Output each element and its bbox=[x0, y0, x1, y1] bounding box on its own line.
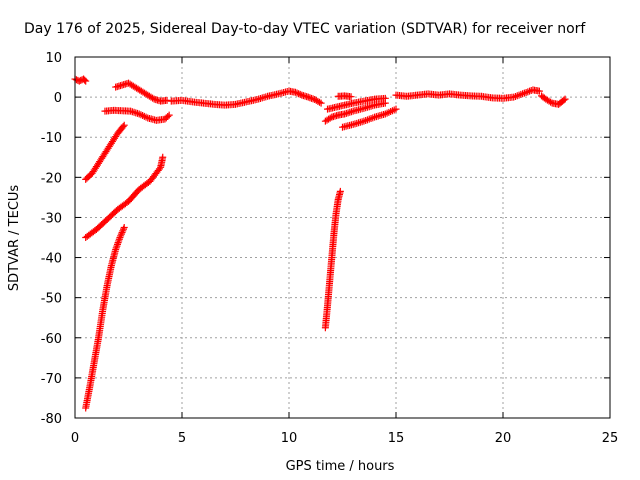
data-point bbox=[163, 96, 171, 104]
data-point bbox=[296, 90, 304, 98]
data-point bbox=[117, 232, 125, 240]
data-point bbox=[140, 112, 148, 120]
y-tick-label: 10 bbox=[45, 51, 62, 66]
y-tick-label: -30 bbox=[41, 211, 62, 226]
data-point bbox=[120, 121, 128, 129]
data-point bbox=[560, 96, 568, 104]
data-point bbox=[119, 227, 127, 235]
data-point bbox=[336, 187, 344, 195]
y-axis-label: SDTVAR / TECUs bbox=[7, 185, 22, 292]
data-point bbox=[381, 94, 389, 102]
data-point bbox=[164, 112, 172, 120]
data-point bbox=[309, 95, 317, 103]
data-point bbox=[114, 239, 122, 247]
data-point bbox=[113, 242, 121, 250]
data-point bbox=[295, 90, 303, 98]
data-point bbox=[561, 95, 569, 103]
x-tick-label: 5 bbox=[178, 431, 186, 446]
data-point bbox=[165, 111, 173, 119]
data-point bbox=[307, 94, 315, 102]
data-point bbox=[326, 114, 334, 122]
chart-title: Day 176 of 2025, Sidereal Day-to-day VTE… bbox=[24, 21, 586, 37]
y-tick-label: 0 bbox=[54, 91, 62, 106]
data-point bbox=[317, 99, 325, 107]
data-point bbox=[293, 89, 301, 97]
data-point bbox=[116, 234, 124, 241]
x-tick-label: 0 bbox=[71, 431, 79, 446]
data-point bbox=[524, 88, 532, 96]
y-tick-label: -60 bbox=[41, 332, 62, 347]
data-point bbox=[112, 246, 120, 254]
data-point bbox=[149, 94, 157, 102]
y-tick-label: -80 bbox=[41, 412, 62, 427]
data-point bbox=[526, 87, 534, 95]
data-marks bbox=[71, 75, 569, 412]
data-point bbox=[347, 93, 355, 101]
plot-frame bbox=[74, 56, 611, 419]
data-point bbox=[112, 244, 120, 252]
data-point bbox=[142, 113, 150, 121]
data-point bbox=[117, 230, 125, 238]
data-point bbox=[113, 240, 121, 248]
data-point bbox=[115, 237, 123, 245]
data-point bbox=[155, 165, 163, 173]
y-tick-label: -70 bbox=[41, 372, 62, 387]
data-point bbox=[82, 77, 90, 85]
data-point bbox=[304, 93, 312, 101]
y-tick-label: -50 bbox=[41, 292, 62, 307]
data-point bbox=[137, 111, 145, 119]
x-tick-label: 25 bbox=[602, 431, 619, 446]
data-point bbox=[522, 88, 530, 96]
data-point bbox=[81, 76, 89, 84]
data-point bbox=[118, 228, 126, 236]
data-point bbox=[291, 88, 299, 96]
x-tick-label: 10 bbox=[281, 431, 298, 446]
data-point bbox=[115, 235, 123, 243]
data-point bbox=[392, 105, 400, 113]
data-point bbox=[547, 98, 555, 106]
y-tick-label: -40 bbox=[41, 252, 62, 267]
data-point bbox=[119, 123, 127, 131]
data-point bbox=[535, 87, 543, 95]
data-point bbox=[135, 110, 143, 118]
y-tick-label: -10 bbox=[41, 131, 62, 146]
data-point bbox=[139, 112, 147, 120]
data-point bbox=[159, 153, 167, 161]
x-axis-label: GPS time / hours bbox=[286, 459, 395, 474]
x-tick-label: 20 bbox=[495, 431, 512, 446]
data-point bbox=[520, 89, 528, 97]
y-tick-label: -20 bbox=[41, 171, 62, 186]
data-point bbox=[306, 94, 314, 102]
data-point bbox=[120, 225, 128, 233]
data-point bbox=[315, 98, 323, 106]
x-tick-label: 15 bbox=[388, 431, 405, 446]
data-point bbox=[120, 223, 128, 231]
